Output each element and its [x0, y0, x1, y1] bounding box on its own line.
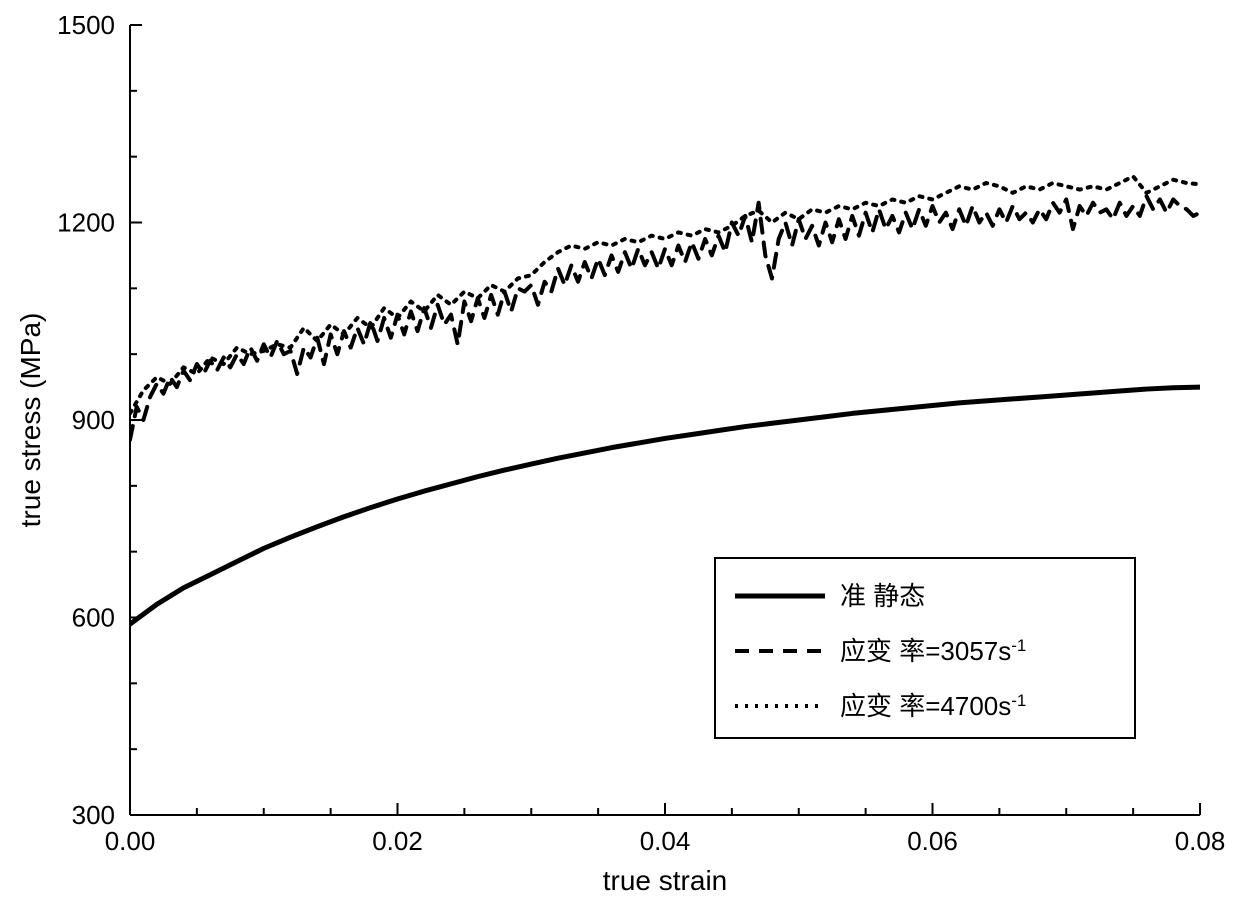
y-axis-label: true stress (MPa)	[15, 313, 46, 528]
y-tick-label: 600	[72, 603, 115, 633]
x-tick-label: 0.00	[105, 826, 156, 856]
legend-label: 应变 率=3057s-1	[840, 636, 1026, 667]
stress-strain-chart: 0.00 0.02 0.04 0.06 0.08 300 600 900 1200 1500 tru…	[0, 0, 1240, 914]
x-tick-label: 0.06	[907, 826, 958, 856]
x-tick-label: 0.02	[372, 826, 423, 856]
y-tick-label: 900	[72, 405, 115, 435]
y-tick-label: 1500	[57, 10, 115, 40]
y-tick-label: 1200	[57, 208, 115, 238]
chart-container: 0.00 0.02 0.04 0.06 0.08 300 600 900 1200 1500 tru…	[0, 0, 1240, 914]
y-tick-label: 300	[72, 800, 115, 830]
x-axis-label: true strain	[603, 865, 728, 896]
legend-label: 应变 率=4700s-1	[840, 691, 1026, 722]
x-tick-label: 0.04	[640, 826, 691, 856]
legend-label: 准 静态	[840, 581, 925, 611]
x-tick-label: 0.08	[1175, 826, 1226, 856]
